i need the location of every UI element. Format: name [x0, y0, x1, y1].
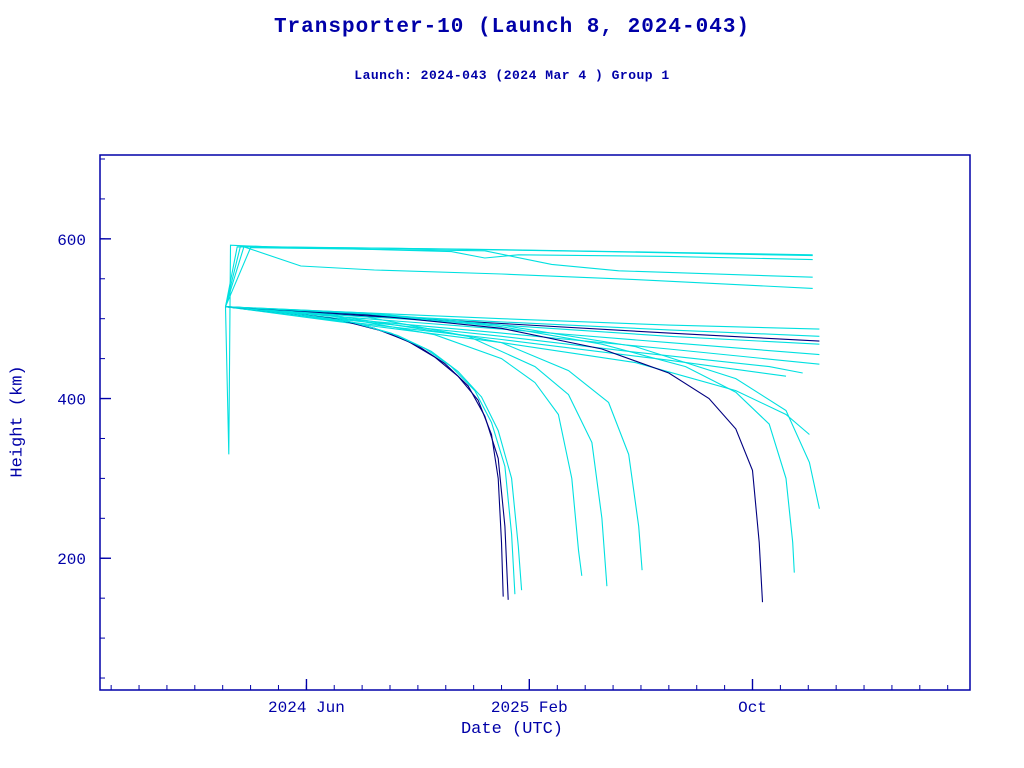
series-bundle-8 — [225, 306, 810, 435]
svg-text:Oct: Oct — [738, 699, 767, 717]
chart-title: Transporter-10 (Launch 8, 2024-043) — [273, 16, 751, 39]
series-boost-5 — [224, 246, 813, 307]
svg-text:200: 200 — [57, 551, 86, 569]
series-decay-2025jan-cyan-1 — [225, 306, 516, 595]
series-bundle-7 — [225, 306, 787, 377]
svg-text:400: 400 — [57, 392, 86, 410]
series-decay-2025nov — [225, 306, 795, 573]
series-decay-2025oct-navy — [225, 306, 764, 603]
series-boost-2 — [224, 246, 813, 307]
series-boost-4 — [224, 247, 813, 307]
svg-text:2025 Feb: 2025 Feb — [491, 699, 568, 717]
series-decay-2025may — [225, 306, 643, 571]
svg-text:2024 Jun: 2024 Jun — [268, 699, 345, 717]
series-decay-2025jan-navy-2 — [225, 306, 509, 600]
svg-text:600: 600 — [57, 232, 86, 250]
series-decay-2025jan-navy-1 — [225, 306, 504, 597]
series-decay-end — [225, 306, 820, 509]
y-axis-label: Height (km) — [8, 365, 28, 478]
series-decay-2025jan-cyan-2 — [225, 306, 523, 591]
series-bundle-5 — [225, 306, 820, 365]
series-boost-3 — [224, 245, 813, 307]
series-decay-2025apr — [225, 306, 608, 587]
x-axis-label: Date (UTC) — [460, 720, 564, 739]
chart-subtitle: Launch: 2024-043 (2024 Mar 4 ) Group 1 — [354, 68, 670, 83]
series-decay-2025mar — [225, 306, 583, 576]
